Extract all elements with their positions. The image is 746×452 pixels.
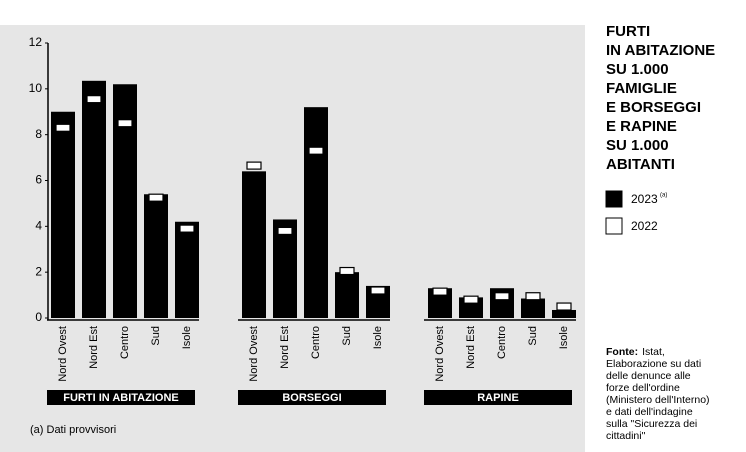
bar (144, 194, 168, 318)
source-text: delle denunce alle (606, 370, 691, 382)
marker (86, 95, 102, 104)
marker (556, 302, 572, 311)
bar (273, 219, 297, 318)
chart-title: SU 1.000 (606, 61, 669, 78)
y-tick-label: 0 (35, 310, 42, 324)
legend-label: 2022 (631, 219, 658, 233)
x-tick-label: Centro (496, 326, 508, 359)
marker (117, 119, 133, 128)
source-text: Fonte: Istat, (606, 346, 665, 358)
marker (179, 224, 195, 233)
source-label: Fonte: (606, 346, 638, 358)
group-label: BORSEGGI (282, 392, 341, 404)
marker (339, 266, 355, 276)
marker (308, 146, 324, 155)
y-tick-label: 4 (35, 219, 42, 233)
x-tick-label: Centro (119, 326, 131, 359)
group-label-bg (424, 390, 572, 405)
source-text: e dati dell'indagine (606, 406, 693, 418)
source-text: (Ministero dell'Interno) (606, 394, 710, 406)
legend-label: 2023 (631, 192, 658, 206)
bar (82, 80, 106, 318)
y-tick-label: 2 (35, 264, 42, 278)
group-label-bg (47, 390, 195, 405)
legend-swatch (605, 190, 623, 208)
chart-title: E RAPINE (606, 118, 677, 135)
x-tick-label: Isole (181, 326, 193, 349)
x-tick-label: Nord Est (88, 326, 100, 369)
legend-note: (a) (660, 193, 667, 199)
x-tick-label: Nord Ovest (434, 326, 446, 382)
y-tick-label: 8 (35, 127, 42, 141)
y-tick-label: 12 (29, 35, 43, 49)
marker (246, 161, 262, 170)
source-text: forze dell'ordine (606, 382, 680, 394)
chart-title: FAMIGLIE (606, 80, 677, 97)
bar (304, 107, 328, 319)
y-tick-label: 10 (29, 81, 43, 95)
chart-title: E BORSEGGI (606, 99, 701, 116)
group-label-bg (238, 390, 386, 405)
legend-swatch (605, 217, 623, 235)
marker (432, 287, 448, 296)
chart-title: IN ABITAZIONE (606, 42, 715, 59)
marker (148, 193, 164, 202)
x-tick-label: Sud (150, 326, 162, 346)
chart-title: SU 1.000 (606, 137, 669, 154)
footnote: (a) Dati provvisori (30, 424, 116, 436)
x-tick-label: Nord Ovest (57, 326, 69, 382)
x-tick-label: Isole (558, 326, 570, 349)
marker (277, 226, 293, 236)
bar (552, 309, 576, 318)
bar (521, 298, 545, 318)
x-tick-label: Nord Est (279, 326, 291, 369)
y-tick-label: 6 (35, 173, 42, 187)
x-tick-label: Nord Est (465, 326, 477, 369)
x-tick-label: Nord Ovest (248, 326, 260, 382)
marker (525, 292, 541, 301)
chart-title: FURTI (606, 23, 650, 40)
source-text: Elaborazione su dati (606, 358, 701, 370)
source-text: cittadini" (606, 430, 646, 442)
marker (370, 286, 386, 295)
bar (242, 171, 266, 318)
source-text: sulla "Sicurezza dei (606, 418, 697, 430)
x-tick-label: Isole (372, 326, 384, 349)
chart-title: ABITANTI (606, 156, 675, 173)
group-label: RAPINE (477, 392, 519, 404)
source-line: Istat, (642, 346, 665, 358)
marker (463, 295, 479, 304)
bar (175, 221, 199, 318)
x-tick-label: Sud (527, 326, 539, 346)
x-tick-label: Sud (341, 326, 353, 346)
marker (55, 123, 71, 132)
group-label: FURTI IN ABITAZIONE (63, 392, 179, 404)
x-tick-label: Centro (310, 326, 322, 359)
bar (51, 111, 75, 318)
marker (494, 292, 510, 301)
bar (335, 272, 359, 318)
